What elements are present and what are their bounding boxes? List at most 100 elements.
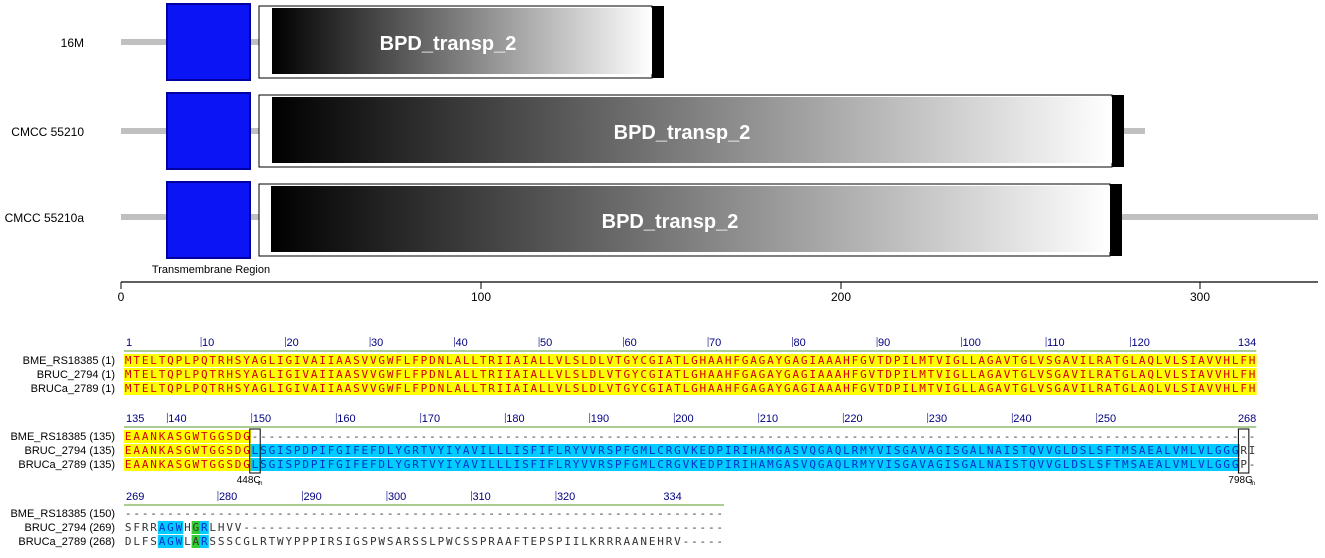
residue: - xyxy=(733,430,740,443)
residue: H xyxy=(226,382,233,395)
residue-highlight xyxy=(208,444,218,457)
residue-highlight xyxy=(664,458,674,471)
residue: D xyxy=(1071,444,1078,457)
residue: - xyxy=(1232,430,1239,443)
residue-highlight xyxy=(225,382,235,395)
residue: K xyxy=(159,444,166,457)
residue: V xyxy=(471,458,478,471)
residue: G xyxy=(623,368,630,381)
residue: F xyxy=(852,382,859,395)
residue-highlight xyxy=(580,368,590,381)
residue: G xyxy=(691,354,698,367)
axis-tick-label: 0 xyxy=(118,290,125,304)
residue-highlight xyxy=(301,458,311,471)
domain-label: BPD_transp_2 xyxy=(614,122,751,144)
residue: I xyxy=(345,444,352,457)
residue: - xyxy=(260,521,267,534)
residue-highlight xyxy=(808,458,818,471)
residue: - xyxy=(607,507,614,520)
residue: - xyxy=(387,521,394,534)
ruler-position-label: 1 xyxy=(126,337,132,349)
residue: A xyxy=(818,382,825,395)
residue: L xyxy=(1232,368,1239,381)
track-cmcc-55210a: CMCC 55210a BPD_transp_2 xyxy=(5,181,1318,259)
residue-highlight xyxy=(132,354,142,367)
residue-highlight xyxy=(740,458,750,471)
residue-highlight xyxy=(808,354,818,367)
residue-highlight xyxy=(1002,368,1012,381)
residue: S xyxy=(463,535,470,548)
residue-highlight xyxy=(816,354,826,367)
residue: - xyxy=(623,521,630,534)
residue: L xyxy=(564,354,571,367)
residue: G xyxy=(1223,444,1230,457)
residue-highlight xyxy=(926,444,936,457)
residue: A xyxy=(826,382,833,395)
residue-highlight xyxy=(1095,382,1105,395)
residue-highlight xyxy=(901,368,911,381)
residue: G xyxy=(784,382,791,395)
residue: I xyxy=(319,444,326,457)
ruler-position-label: 100 xyxy=(963,337,981,349)
residue: A xyxy=(767,354,774,367)
residue: - xyxy=(1215,430,1222,443)
residue: - xyxy=(607,430,614,443)
residue-highlight xyxy=(233,354,243,367)
residue: R xyxy=(852,444,859,457)
residue: G xyxy=(404,458,411,471)
residue: - xyxy=(421,521,428,534)
residue: W xyxy=(277,535,284,548)
residue: A xyxy=(995,354,1002,367)
residue-highlight xyxy=(377,368,387,381)
residue: G xyxy=(801,354,808,367)
residue: L xyxy=(488,458,495,471)
residue: S xyxy=(260,458,267,471)
residue-highlight xyxy=(918,368,928,381)
residue-highlight xyxy=(859,382,868,395)
transmembrane-region-label: Transmembrane Region xyxy=(152,264,270,276)
residue: T xyxy=(1114,444,1121,457)
residue: - xyxy=(218,507,225,520)
residue: V xyxy=(936,354,943,367)
residue: V xyxy=(1004,368,1011,381)
residue-highlight xyxy=(1053,444,1063,457)
residue: - xyxy=(623,507,630,520)
residue: A xyxy=(505,535,512,548)
residue-highlight xyxy=(1205,444,1215,457)
protein-backbone xyxy=(1122,214,1318,220)
residue-highlight xyxy=(157,535,167,548)
residue: - xyxy=(691,507,698,520)
residue: M xyxy=(860,458,867,471)
residue: G xyxy=(860,382,867,395)
residue: I xyxy=(319,535,326,548)
residue: L xyxy=(556,458,563,471)
alignment-block: 1 10 20 30 40 50 60 70 80 90 100 110 120 134BME_RS183… xyxy=(23,337,1257,395)
residue-highlight xyxy=(521,444,530,457)
residue-highlight xyxy=(1205,458,1215,471)
residue-highlight xyxy=(478,458,488,471)
residue: S xyxy=(353,382,360,395)
residue-highlight xyxy=(1180,382,1189,395)
residue: - xyxy=(311,521,318,534)
residue-highlight xyxy=(512,458,522,471)
residue-highlight xyxy=(360,458,370,471)
residue-highlight xyxy=(318,382,328,395)
residue: M xyxy=(767,458,774,471)
residue-highlight xyxy=(1104,368,1113,381)
residue: - xyxy=(928,430,935,443)
ruler-position-label: 320 xyxy=(557,491,575,503)
residue: H xyxy=(184,521,191,534)
residue-highlight xyxy=(673,458,682,471)
residue-highlight xyxy=(1247,354,1257,367)
residue-highlight xyxy=(1197,444,1206,457)
ruler-position-label: 135 xyxy=(126,413,144,425)
residue: - xyxy=(471,507,478,520)
residue-highlight xyxy=(1112,444,1122,457)
residue-highlight xyxy=(478,354,488,367)
residue: R xyxy=(564,444,571,457)
residue-highlight xyxy=(985,368,995,381)
residue-highlight xyxy=(1180,354,1189,367)
residue: L xyxy=(150,354,157,367)
residue-highlight xyxy=(1095,354,1105,367)
residue-highlight xyxy=(1061,458,1071,471)
